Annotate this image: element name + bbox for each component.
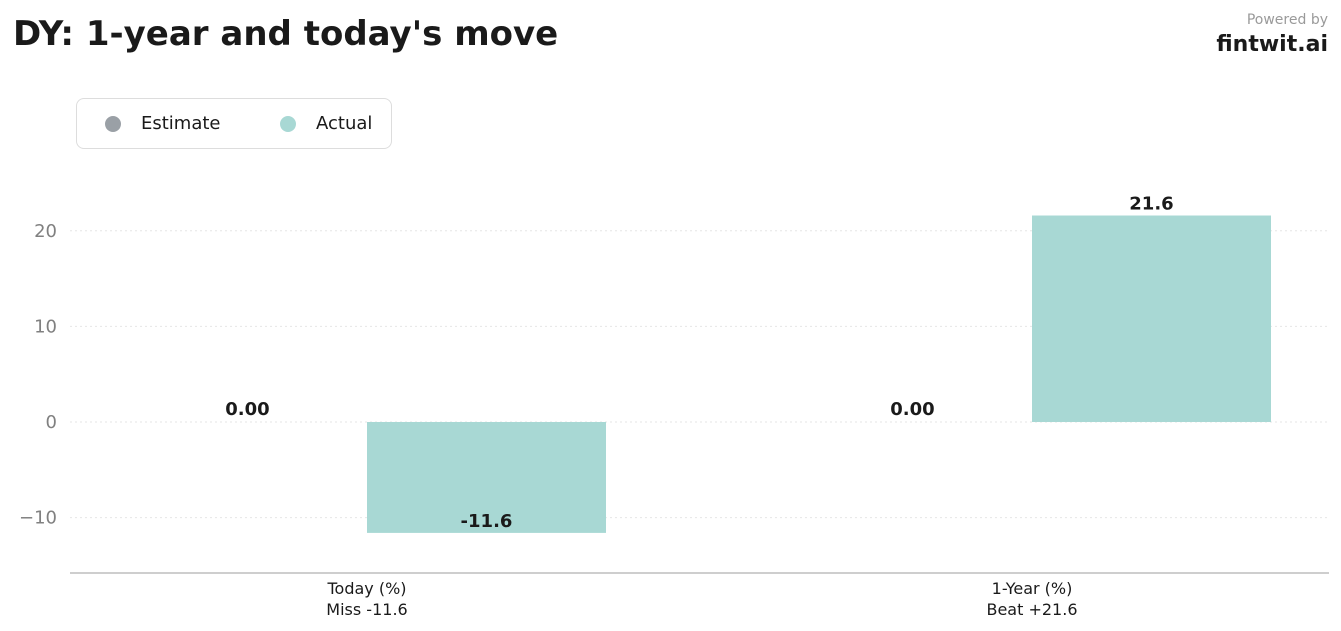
y-tick-label: 20 [34, 221, 57, 242]
bar-value-label: -11.6 [461, 511, 513, 532]
y-tick-label: 0 [46, 412, 57, 433]
bar-value-label: 21.6 [1129, 194, 1173, 215]
bar-actual-0 [367, 422, 606, 533]
y-tick-label: 10 [34, 316, 57, 337]
chart-legend: Estimate Actual [76, 98, 392, 149]
y-tick-label: −10 [19, 508, 57, 529]
x-tick-sublabel: Miss -11.6 [326, 600, 407, 619]
bar-value-label: 0.00 [890, 399, 934, 420]
legend-marker-actual [280, 115, 296, 132]
x-tick-sublabel: Beat +21.6 [986, 600, 1077, 619]
legend-label-actual: Actual [316, 113, 373, 134]
brand-logo-text: fintwit.ai [1216, 32, 1328, 57]
x-tick-label: 1-Year (%) [992, 579, 1073, 598]
bar-actual-1 [1032, 215, 1271, 422]
legend-item-estimate: Estimate [105, 113, 221, 134]
legend-item-actual: Actual [280, 113, 372, 134]
legend-label-estimate: Estimate [141, 113, 221, 134]
powered-by-label: Powered by [1246, 12, 1328, 28]
legend-marker-estimate [105, 115, 121, 132]
x-tick-label: Today (%) [326, 579, 406, 598]
bar-value-label: 0.00 [225, 399, 269, 420]
chart-title: DY: 1-year and today's move [13, 14, 559, 54]
